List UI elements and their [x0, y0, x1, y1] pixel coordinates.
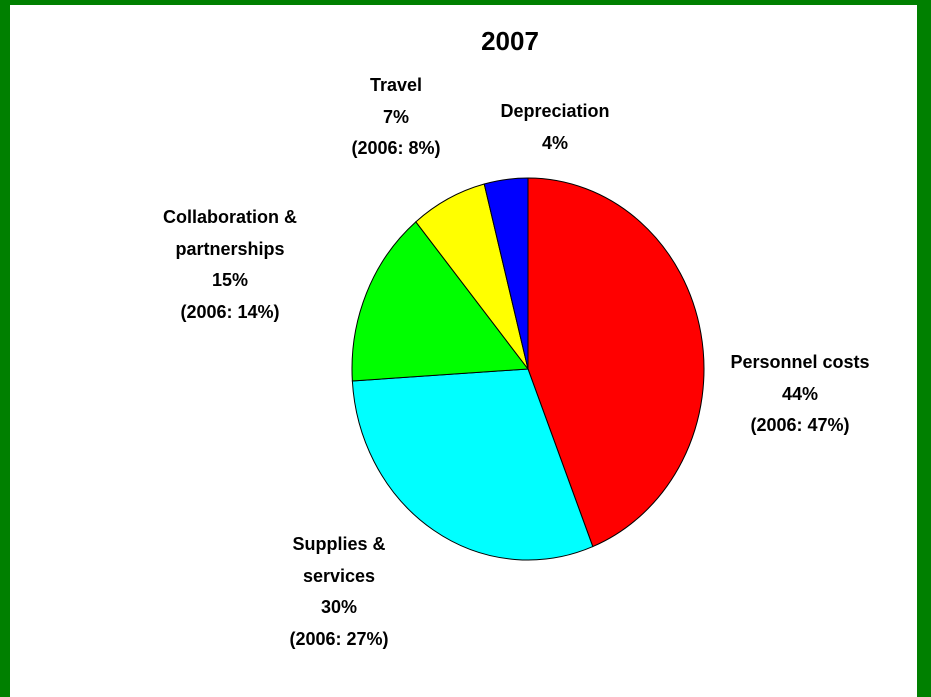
category-name: Personnel costs: [730, 352, 870, 372]
chart-title: 2007: [481, 26, 539, 56]
category-name: Travel: [369, 75, 423, 95]
value-label: 30%: [320, 597, 358, 617]
category-name: Depreciation: [500, 101, 610, 121]
slice-label: Supplies & services 30% (2006: 27%): [274, 529, 404, 655]
value-label: 15%: [211, 270, 249, 290]
previous-year-label: (2006: 8%): [351, 138, 441, 158]
previous-year-label: (2006: 14%): [180, 301, 280, 322]
pie-slice: [483, 177, 529, 370]
category-name: Supplies & services: [292, 534, 386, 586]
value-label: 4%: [541, 132, 568, 153]
previous-year-label: (2006: 27%): [289, 628, 389, 649]
category-name: Collaboration & partnerships: [163, 207, 297, 259]
slice-label: Travel 7% (2006: 8%): [326, 70, 466, 165]
slice-label: Personnel costs 44% (2006: 47%): [690, 347, 910, 442]
previous-year-label: (2006: 47%): [750, 415, 850, 435]
value-label: 7%: [382, 106, 409, 127]
pie-slice: [351, 368, 594, 561]
value-label: 44%: [781, 383, 819, 404]
slice-label: Collaboration & partnerships 15% (2006: 14…: [130, 202, 330, 328]
pie-slice: [527, 177, 705, 548]
pie-slice: [351, 221, 529, 382]
slice-label: Depreciation 4%: [475, 96, 635, 159]
